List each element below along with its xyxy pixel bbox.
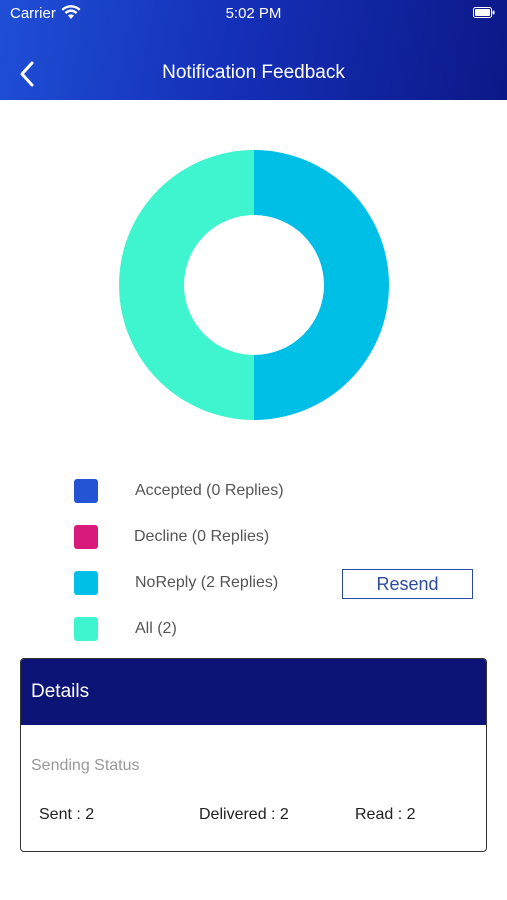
legend-item-accepted: Accepted (0 Replies): [0, 476, 507, 506]
legend-item-all: All (2): [0, 614, 507, 644]
resend-button[interactable]: Resend: [342, 569, 473, 599]
status-bar: Carrier 5:02 PM: [0, 0, 507, 28]
legend-swatch-decline: [74, 525, 98, 549]
legend-item-decline: Decline (0 Replies): [0, 522, 507, 552]
donut-slice-noreply: [254, 150, 389, 420]
delivered-count: Delivered : 2: [199, 806, 289, 823]
app-header: Carrier 5:02 PM Notification Feedback: [0, 0, 507, 100]
legend-label-decline: Decline (0 Replies): [134, 528, 270, 545]
legend-swatch-all: [74, 617, 98, 641]
donut-chart: [117, 148, 391, 422]
sent-count: Sent : 2: [39, 806, 95, 823]
donut-hole: [193, 224, 315, 346]
read-count: Read : 2: [355, 806, 416, 823]
back-chevron-icon[interactable]: [14, 59, 44, 89]
sending-status-label: Sending Status: [31, 757, 140, 774]
legend-label-accepted: Accepted (0 Replies): [135, 482, 284, 499]
donut-slice-seen: [119, 150, 254, 420]
carrier-label: Carrier: [10, 5, 56, 22]
legend-swatch-noreply: [74, 571, 98, 595]
donut-chart-svg: [119, 150, 389, 420]
battery-icon: [473, 7, 495, 18]
legend-swatch-accepted: [74, 479, 98, 503]
details-title: Details: [21, 659, 486, 725]
legend-item-noreply: NoReply (2 Replies): [0, 568, 507, 598]
legend-label-all: All (2): [135, 620, 177, 637]
details-card: Details Sending Status Sent : 2 Delivere…: [20, 658, 487, 852]
page-title: Notification Feedback: [162, 62, 345, 83]
wifi-icon: [61, 5, 81, 19]
legend-label-noreply: NoReply (2 Replies): [135, 574, 279, 591]
status-time: 5:02 PM: [225, 5, 282, 22]
